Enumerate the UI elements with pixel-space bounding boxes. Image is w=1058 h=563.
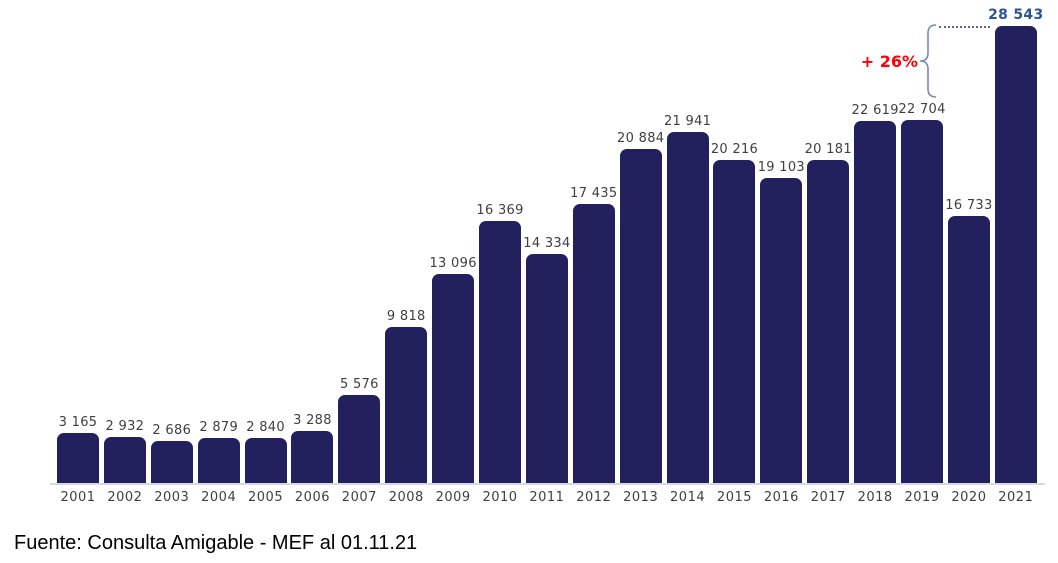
x-axis-tick-label: 2016 (763, 490, 799, 505)
x-axis-tick-label: 2018 (857, 490, 893, 505)
bar (947, 215, 990, 484)
bar (994, 26, 1037, 484)
bar (901, 119, 944, 484)
x-axis-tick-label: 2017 (810, 490, 846, 505)
bar (619, 148, 662, 484)
bar (525, 254, 568, 484)
plot-area: 3 165 2 932 2 686 2 879 2 840 3 288 5 576 9 818… (57, 0, 1043, 484)
source-caption: Fuente: Consulta Amigable - MEF al 01.11… (14, 532, 418, 554)
bar-group: 2 840 (244, 420, 287, 484)
bar-value-label: 17 435 (570, 186, 618, 202)
bar (713, 159, 756, 484)
bar-group: 28 543 (988, 7, 1043, 484)
x-axis-tick-label: 2020 (951, 490, 987, 505)
x-axis-tick-label: 2004 (201, 490, 237, 505)
bar (291, 431, 334, 484)
bar-group: 22 704 (898, 101, 946, 484)
bar-value-label: 22 619 (851, 103, 899, 119)
bar-value-label: 16 733 (945, 197, 993, 213)
x-axis-tick-labels: 2001 2002 2003 2004 2005 2006 2007 2008 2009 2010… (57, 490, 1037, 505)
x-axis-tick-label: 2002 (107, 490, 143, 505)
bar-value-label: 28 543 (988, 7, 1044, 23)
bar (432, 273, 475, 484)
curly-brace-bracket (919, 24, 937, 98)
x-axis-tick-label: 2009 (435, 490, 471, 505)
bar-group: 16 733 (945, 197, 993, 484)
bar (57, 433, 99, 484)
x-axis-baseline (50, 483, 1045, 485)
dotted-connector-line (939, 26, 990, 28)
bar-group: 13 096 (429, 255, 477, 484)
bar-group: 9 818 (385, 308, 428, 484)
x-axis-tick-label: 2003 (154, 490, 190, 505)
bar-value-label: 5 576 (339, 376, 379, 392)
bar-group: 3 288 (291, 413, 334, 484)
bar-group: 17 435 (570, 186, 618, 484)
bar-value-label: 20 216 (710, 141, 759, 157)
annotation-percent-label: + 26% (860, 52, 918, 71)
bar-value-label: 19 103 (757, 159, 806, 175)
bar-group: 16 369 (476, 203, 524, 484)
x-axis-tick-label: 2010 (482, 490, 518, 505)
x-axis-tick-label: 2021 (998, 490, 1034, 505)
bar-value-label: 16 369 (476, 203, 524, 219)
bar (854, 121, 897, 484)
bar-value-label: 14 334 (523, 236, 571, 251)
bar (572, 204, 615, 484)
bar (197, 437, 240, 484)
x-axis-tick-label: 2007 (341, 490, 377, 505)
bar-group: 2 686 (150, 422, 193, 484)
bar (385, 326, 428, 484)
x-axis-tick-label: 2011 (529, 490, 565, 505)
bar-group: 14 334 (523, 236, 571, 484)
x-axis-tick-label: 2005 (248, 490, 284, 505)
x-axis-tick-label: 2019 (904, 490, 940, 505)
bar-group: 5 576 (338, 376, 381, 484)
bar-value-label: 2 879 (199, 419, 239, 435)
bar-value-label: 3 165 (58, 415, 98, 431)
bar-value-label: 13 096 (429, 255, 477, 271)
bar-value-label: 9 818 (386, 308, 426, 324)
x-axis-tick-label: 2014 (670, 490, 706, 505)
bar-value-label: 2 686 (152, 422, 192, 438)
bar-group: 2 932 (103, 419, 146, 484)
bar (807, 160, 850, 484)
bar (479, 221, 522, 484)
bar (244, 438, 287, 484)
x-axis-tick-label: 2012 (576, 490, 612, 505)
bar (103, 437, 146, 484)
bar-group: 21 941 (663, 113, 712, 484)
bar-value-label: 20 181 (804, 142, 852, 158)
bar-group: 20 181 (804, 142, 852, 484)
bar-value-label: 3 288 (293, 413, 332, 429)
bar-group: 19 103 (757, 159, 806, 484)
bar (666, 131, 709, 484)
x-axis-tick-label: 2015 (716, 490, 753, 505)
bar-value-label: 2 932 (105, 419, 145, 434)
bar (760, 177, 803, 484)
bar-group: 20 884 (617, 130, 665, 484)
x-axis-tick-label: 2008 (388, 490, 424, 505)
bar (338, 394, 381, 484)
bar (150, 440, 193, 484)
bar-group: 20 216 (710, 141, 759, 484)
bar-group: 3 165 (57, 415, 99, 484)
bar-group: 2 879 (197, 419, 240, 484)
x-axis-tick-label: 2013 (623, 490, 659, 505)
bar-group: 22 619 (851, 103, 899, 484)
bar-value-label: 2 840 (246, 420, 285, 436)
bar-value-label: 22 704 (898, 101, 946, 117)
x-axis-tick-label: 2001 (60, 490, 96, 505)
bar-value-label: 21 941 (663, 113, 712, 129)
bar-value-label: 20 884 (617, 130, 665, 146)
x-axis-tick-label: 2006 (294, 490, 330, 505)
